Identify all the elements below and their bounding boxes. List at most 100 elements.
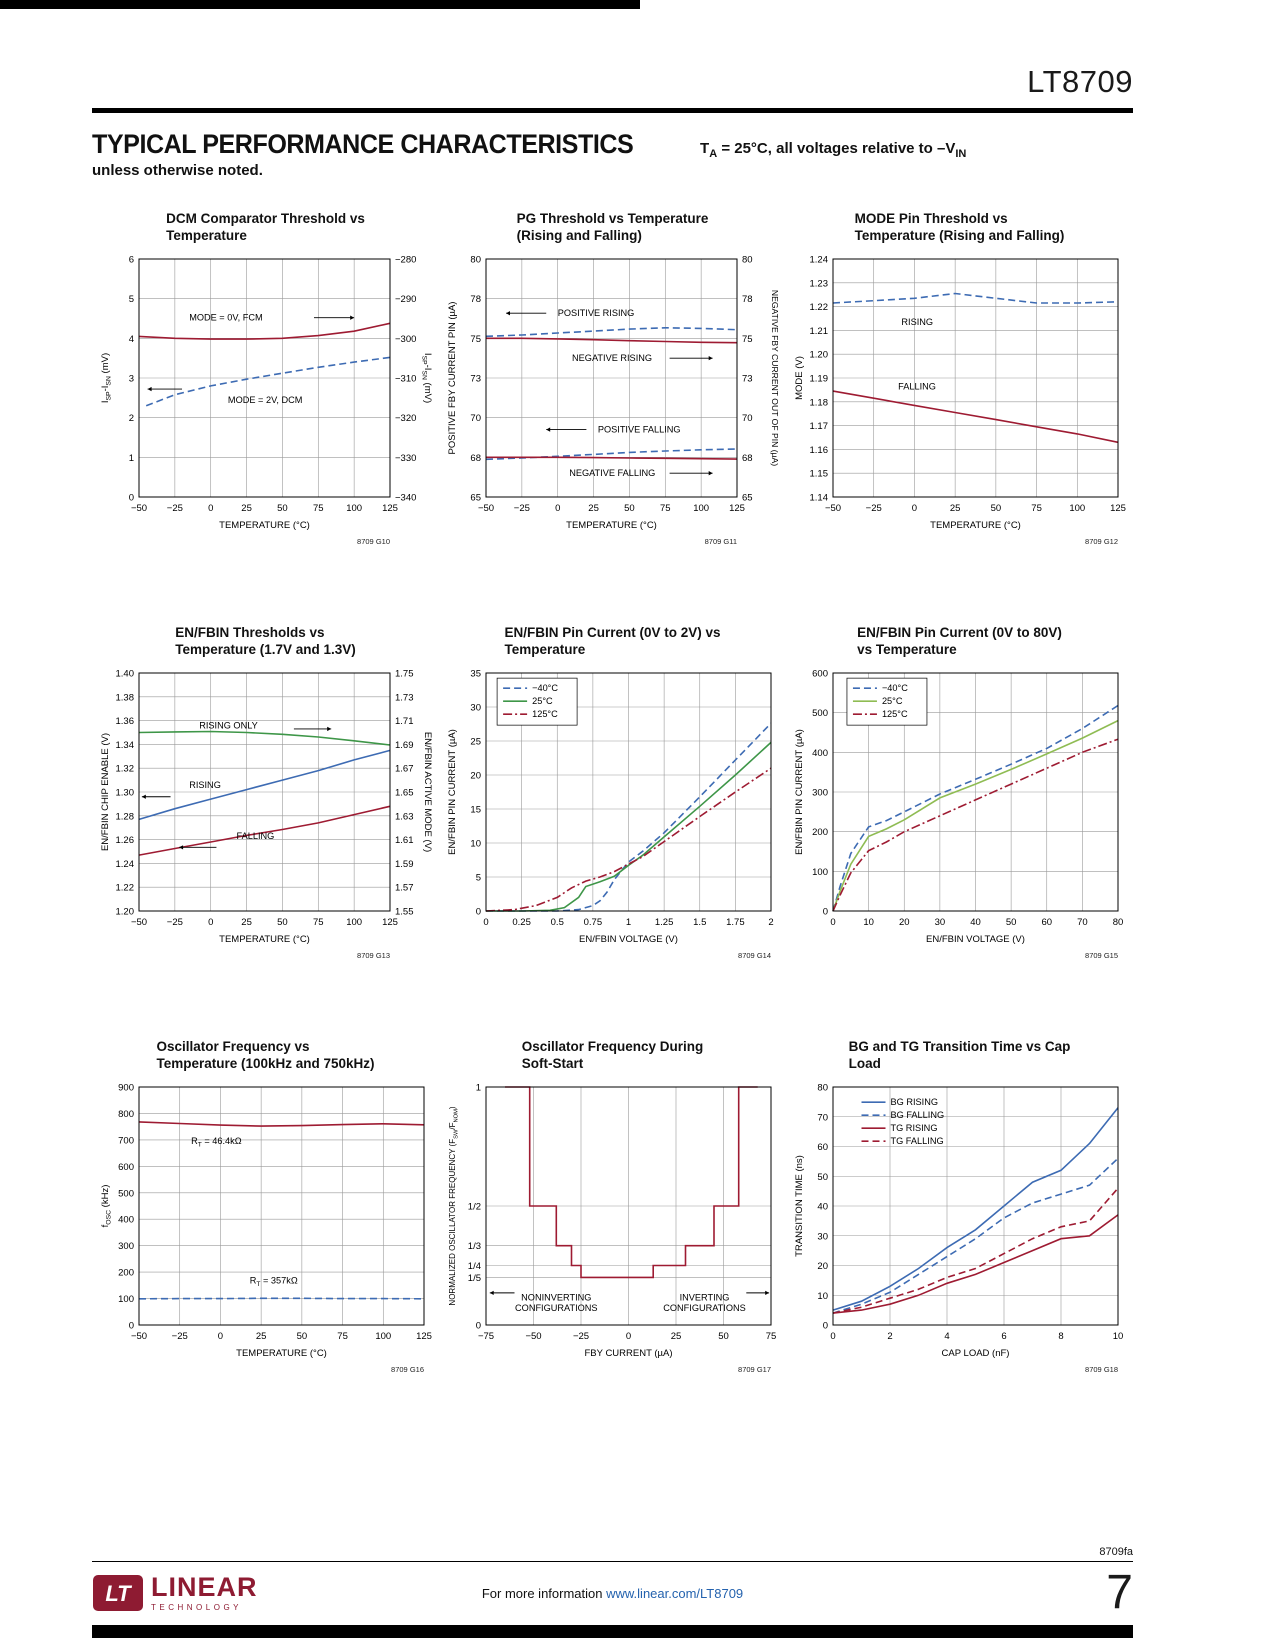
svg-text:100: 100 [346, 917, 362, 928]
svg-text:−25: −25 [866, 503, 882, 514]
svg-text:TEMPERATURE (°C): TEMPERATURE (°C) [219, 934, 310, 945]
svg-text:TEMPERATURE (°C): TEMPERATURE (°C) [930, 520, 1021, 531]
svg-text:0: 0 [626, 1331, 631, 1342]
svg-text:30: 30 [817, 1231, 828, 1242]
svg-text:75: 75 [742, 334, 753, 345]
svg-text:1.23: 1.23 [810, 278, 829, 289]
svg-text:80: 80 [817, 1083, 828, 1094]
chart-title-text: Oscillator Frequency vs Temperature (100… [156, 1038, 375, 1072]
svg-text:EN/FBIN CHIP ENABLE (V): EN/FBIN CHIP ENABLE (V) [100, 733, 111, 851]
svg-text:70: 70 [742, 413, 753, 424]
lt-emblem-text: LT [105, 1581, 132, 1606]
svg-text:−330: −330 [395, 453, 416, 464]
svg-text:125: 125 [729, 503, 745, 514]
svg-text:8709 G15: 8709 G15 [1085, 951, 1118, 960]
svg-text:TRANSITION TIME (ns): TRANSITION TIME (ns) [794, 1155, 805, 1257]
svg-text:1.26: 1.26 [116, 835, 135, 846]
svg-text:10: 10 [817, 1291, 828, 1302]
chart-title-text: EN/FBIN Pin Current (0V to 80V) vs Tempe… [857, 624, 1062, 658]
svg-text:FALLING: FALLING [898, 381, 936, 391]
svg-text:65: 65 [470, 493, 481, 504]
svg-text:−280: −280 [395, 255, 416, 266]
svg-text:30: 30 [470, 703, 481, 714]
svg-text:25°C: 25°C [882, 696, 903, 706]
svg-text:10: 10 [1113, 1331, 1124, 1342]
svg-text:25: 25 [470, 737, 481, 748]
svg-text:5: 5 [129, 294, 134, 305]
svg-text:−340: −340 [395, 493, 416, 504]
svg-text:RT​ = 357kΩ: RT​ = 357kΩ [250, 1276, 298, 1289]
svg-text:0: 0 [912, 503, 917, 514]
svg-text:1.40: 1.40 [116, 669, 135, 680]
svg-text:60: 60 [1041, 917, 1052, 928]
svg-text:RT​ = 46.4kΩ: RT​ = 46.4kΩ [191, 1136, 242, 1149]
svg-text:500: 500 [812, 708, 828, 719]
svg-text:TEMPERATURE (°C): TEMPERATURE (°C) [219, 520, 310, 531]
svg-text:8709 G16: 8709 G16 [391, 1365, 424, 1374]
svg-text:73: 73 [470, 374, 481, 385]
svg-text:75: 75 [313, 503, 324, 514]
svg-text:80: 80 [1113, 917, 1124, 928]
svg-text:TEMPERATURE (°C): TEMPERATURE (°C) [236, 1348, 327, 1359]
svg-text:68: 68 [470, 453, 481, 464]
svg-text:2: 2 [768, 917, 773, 928]
svg-text:POSITIVE FBY CURRENT PIN (µA): POSITIVE FBY CURRENT PIN (µA) [447, 302, 458, 455]
svg-text:TG FALLING: TG FALLING [891, 1136, 944, 1146]
svg-text:1/5: 1/5 [468, 1273, 481, 1284]
svg-text:−25: −25 [514, 503, 530, 514]
chart-oscillator-frequency-temp: Oscillator Frequency vs Temperature (100… [93, 1033, 438, 1377]
svg-text:0: 0 [830, 1331, 835, 1342]
svg-text:200: 200 [812, 827, 828, 838]
chart-title: EN/FBIN Thresholds vs Temperature (1.7V … [93, 619, 438, 659]
svg-text:1.24: 1.24 [116, 859, 135, 870]
svg-text:−50: −50 [131, 917, 147, 928]
svg-text:60: 60 [817, 1142, 828, 1153]
svg-text:100: 100 [375, 1331, 391, 1342]
footer-link[interactable]: www.linear.com/LT8709 [606, 1585, 744, 1601]
doc-number: LT8709 [1027, 64, 1133, 99]
svg-text:125°C: 125°C [882, 709, 908, 719]
svg-text:−40°C: −40°C [882, 683, 908, 693]
svg-text:−300: −300 [395, 334, 416, 345]
svg-text:−75: −75 [478, 1331, 494, 1342]
svg-text:300: 300 [118, 1241, 134, 1252]
svg-text:NORMALIZED OSCILLATOR FREQUENC: NORMALIZED OSCILLATOR FREQUENCY (FSW​/FN… [448, 1106, 460, 1306]
svg-text:0: 0 [476, 907, 481, 918]
svg-text:RISING ONLY: RISING ONLY [199, 720, 258, 730]
svg-text:3: 3 [129, 374, 134, 385]
svg-text:ISP​-ISN​ (mV): ISP​-ISN​ (mV) [421, 353, 434, 403]
svg-text:50: 50 [277, 917, 288, 928]
svg-text:−25: −25 [573, 1331, 589, 1342]
svg-text:−50: −50 [478, 503, 494, 514]
chart-title: Oscillator Frequency vs Temperature (100… [93, 1033, 438, 1073]
doc-revision-code: 8709fa [1099, 1546, 1133, 1558]
svg-text:1: 1 [476, 1083, 481, 1094]
svg-text:1.28: 1.28 [116, 811, 135, 822]
logo-brand: LINEAR [151, 1572, 258, 1602]
svg-text:1.18: 1.18 [810, 397, 829, 408]
svg-text:125: 125 [416, 1331, 432, 1342]
svg-text:1.19: 1.19 [810, 374, 829, 385]
svg-text:0.25: 0.25 [512, 917, 531, 928]
svg-text:POSITIVE FALLING: POSITIVE FALLING [598, 425, 681, 435]
svg-text:100: 100 [346, 503, 362, 514]
svg-text:4: 4 [944, 1331, 949, 1342]
svg-text:50: 50 [277, 503, 288, 514]
svg-text:1/2: 1/2 [468, 1202, 481, 1213]
svg-text:1.59: 1.59 [395, 859, 414, 870]
svg-text:50: 50 [1006, 917, 1017, 928]
linear-technology-logo: LT LINEAR TECHNOLOGY [92, 1574, 292, 1612]
svg-text:200: 200 [118, 1268, 134, 1279]
svg-text:65: 65 [742, 493, 753, 504]
section-title: TYPICAL PERFORMANCE CHARACTERISTICS [92, 129, 634, 159]
chart-enfbin-thresholds: EN/FBIN Thresholds vs Temperature (1.7V … [93, 619, 438, 963]
svg-text:40: 40 [970, 917, 981, 928]
svg-text:75: 75 [766, 1331, 777, 1342]
svg-text:600: 600 [118, 1162, 134, 1173]
svg-text:ISP​-ISN​ (mV): ISP​-ISN​ (mV) [100, 353, 113, 403]
svg-text:1.38: 1.38 [116, 692, 135, 703]
svg-text:400: 400 [812, 748, 828, 759]
svg-text:0.5: 0.5 [551, 917, 564, 928]
